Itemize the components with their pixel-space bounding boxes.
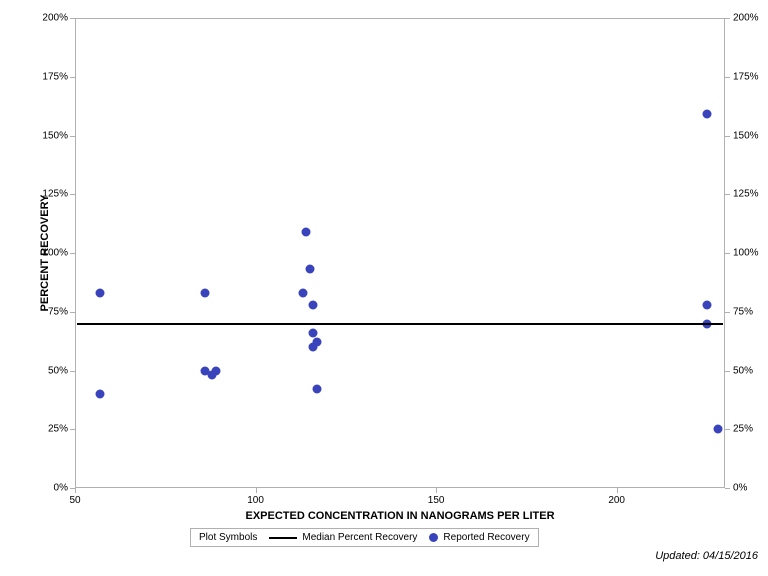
data-point	[702, 300, 711, 309]
median-line	[77, 323, 723, 325]
footnote: Updated: 04/15/2016	[655, 550, 758, 562]
data-point	[298, 288, 307, 297]
y-tick-label-left: 100%	[30, 248, 68, 259]
legend-label: Median Percent Recovery	[302, 532, 417, 543]
y-tick-label-left: 200%	[30, 13, 68, 24]
data-point	[713, 425, 722, 434]
legend: Plot Symbols Median Percent Recovery Rep…	[190, 528, 539, 547]
data-point	[201, 288, 210, 297]
data-point	[309, 328, 318, 337]
legend-title: Plot Symbols	[199, 532, 257, 543]
y-tick-label-right: 0%	[733, 483, 747, 494]
plot-area	[75, 18, 725, 488]
y-tick-label-left: 125%	[30, 189, 68, 200]
y-tick-label-right: 50%	[733, 365, 753, 376]
y-tick-label-left: 25%	[30, 424, 68, 435]
legend-item-reported: Reported Recovery	[429, 532, 529, 543]
legend-item-median: Median Percent Recovery	[269, 532, 417, 543]
chart-container: PERCENT RECOVERY EXPECTED CONCENTRATION …	[0, 0, 768, 576]
x-tick-label: 200	[608, 495, 625, 506]
data-point	[211, 366, 220, 375]
data-point	[309, 300, 318, 309]
y-tick-label-left: 150%	[30, 130, 68, 141]
y-tick-label-right: 100%	[733, 248, 759, 259]
y-tick-label-right: 75%	[733, 306, 753, 317]
legend-line-icon	[269, 537, 297, 539]
y-tick-label-right: 25%	[733, 424, 753, 435]
data-point	[312, 385, 321, 394]
y-tick-label-left: 50%	[30, 365, 68, 376]
x-tick-label: 50	[69, 495, 80, 506]
data-point	[305, 265, 314, 274]
y-tick-label-left: 0%	[30, 483, 68, 494]
data-point	[702, 110, 711, 119]
x-tick-label: 150	[428, 495, 445, 506]
data-point	[312, 338, 321, 347]
data-point	[302, 227, 311, 236]
y-tick-label-right: 125%	[733, 189, 759, 200]
y-tick-label-right: 200%	[733, 13, 759, 24]
legend-dot-icon	[429, 533, 438, 542]
y-tick-label-right: 150%	[733, 130, 759, 141]
legend-label: Reported Recovery	[443, 532, 529, 543]
y-tick-label-right: 175%	[733, 71, 759, 82]
data-point	[96, 288, 105, 297]
x-axis-label: EXPECTED CONCENTRATION IN NANOGRAMS PER …	[75, 510, 725, 522]
x-tick-label: 100	[247, 495, 264, 506]
y-tick-label-left: 75%	[30, 306, 68, 317]
data-point	[96, 390, 105, 399]
y-tick-label-left: 175%	[30, 71, 68, 82]
